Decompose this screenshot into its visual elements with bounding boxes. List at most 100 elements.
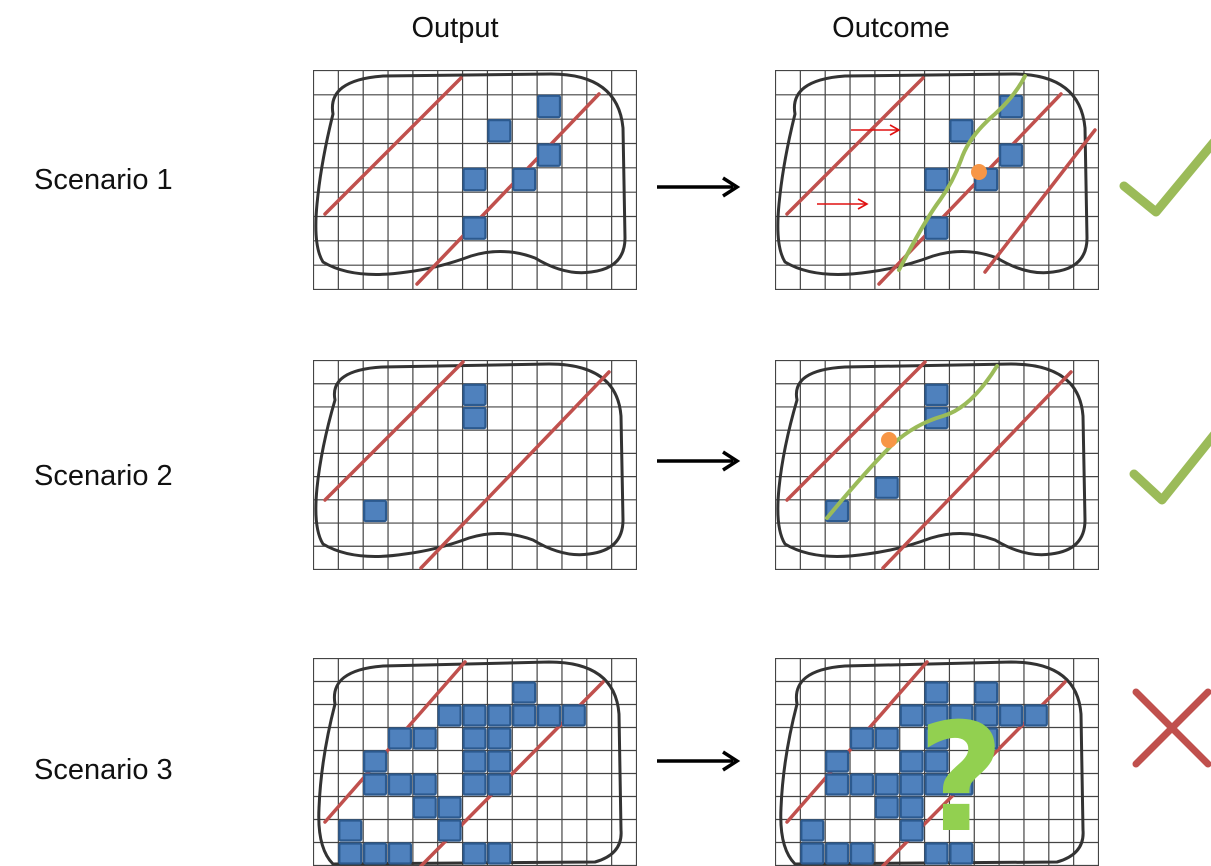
highlighted-cell (825, 842, 850, 865)
scenario-1-label: Scenario 1 (34, 164, 173, 196)
highlighted-cell (800, 819, 825, 842)
grid-lines (775, 70, 1099, 290)
checkmark-icon (1129, 431, 1211, 505)
highlighted-cell (363, 750, 388, 773)
highlighted-cell (487, 727, 512, 750)
highlighted-cell (949, 119, 974, 143)
highlighted-cell (999, 704, 1024, 727)
estimated-point (971, 164, 987, 180)
highlighted-cell (462, 842, 487, 865)
checkmark-icon (1119, 138, 1211, 217)
band-line (983, 128, 1097, 274)
highlighted-cell (924, 216, 949, 240)
region-boundary (314, 72, 627, 276)
highlighted-cell (487, 842, 512, 865)
highlighted-cell (462, 704, 487, 727)
highlighted-cell (800, 842, 825, 865)
output-grid-scenario-2 (313, 360, 637, 570)
band-line (881, 370, 1073, 570)
band-line (419, 370, 611, 570)
highlighted-cell (387, 727, 412, 750)
highlighted-cell (825, 750, 850, 773)
highlighted-cell (561, 704, 586, 727)
shift-arrow-icon (817, 198, 869, 210)
highlighted-cell (487, 119, 512, 143)
estimated-point (881, 432, 897, 448)
highlighted-cell (974, 727, 999, 750)
highlighted-cell (338, 842, 363, 865)
highlighted-cell (849, 773, 874, 796)
band-line (785, 360, 927, 502)
highlighted-cell (899, 704, 924, 727)
highlighted-cell (487, 750, 512, 773)
highlighted-cell (462, 773, 487, 796)
region-boundary (776, 72, 1089, 276)
highlighted-cell (462, 750, 487, 773)
outcome-grid-scenario-2 (775, 360, 1099, 570)
region-boundary (776, 362, 1087, 558)
highlighted-cell (974, 681, 999, 704)
highlighted-cell (487, 773, 512, 796)
highlighted-cell (512, 704, 537, 727)
highlighted-cell (487, 704, 512, 727)
highlighted-cell (924, 704, 949, 727)
output-grid-scenario-3 (313, 658, 637, 866)
highlighted-cell (1023, 704, 1048, 727)
right-arrow-icon (657, 750, 741, 772)
band-line (415, 92, 601, 286)
highlighted-cell (924, 727, 949, 750)
highlighted-cell (537, 704, 562, 727)
band-line (323, 76, 463, 216)
highlighted-cell (462, 406, 487, 430)
highlighted-cell (924, 681, 949, 704)
highlighted-cell (462, 216, 487, 240)
boundary-curve (897, 74, 1027, 272)
shift-arrow-icon (851, 124, 901, 136)
outcome-grid-scenario-3: ? (775, 658, 1099, 866)
highlighted-cell (363, 773, 388, 796)
highlighted-cell (537, 94, 562, 119)
cross-icon (1132, 688, 1211, 768)
right-arrow-icon (657, 176, 741, 198)
highlighted-cell (387, 773, 412, 796)
outcome-grid-scenario-1 (775, 70, 1099, 290)
question-mark-icon: ? (917, 692, 1004, 866)
highlighted-cell (825, 499, 850, 523)
highlighted-cell (387, 842, 412, 865)
highlighted-cell (924, 750, 949, 773)
highlighted-cell (949, 704, 974, 727)
output-grid-scenario-1 (313, 70, 637, 290)
highlighted-cell (874, 773, 899, 796)
highlighted-cell (512, 167, 537, 192)
highlighted-cell (949, 842, 974, 865)
region-boundary (317, 660, 623, 866)
highlighted-cell (999, 143, 1024, 167)
highlighted-cell (899, 750, 924, 773)
highlighted-cell (462, 727, 487, 750)
boundary-curve (825, 364, 999, 520)
highlighted-cell (924, 773, 949, 796)
highlighted-cell (437, 796, 462, 819)
highlighted-cell (874, 476, 899, 499)
highlighted-cell (462, 167, 487, 192)
output-column-header: Output (411, 12, 499, 44)
scenario-2-label: Scenario 2 (34, 460, 173, 492)
highlighted-cell (949, 773, 974, 796)
highlighted-cell (363, 499, 388, 523)
highlighted-cell (874, 727, 899, 750)
outcome-column-header: Outcome (832, 12, 950, 44)
highlighted-cell (512, 681, 537, 704)
highlighted-cell (412, 796, 437, 819)
region-boundary (779, 660, 1085, 866)
band-line (323, 360, 465, 502)
grid-lines (313, 360, 637, 570)
highlighted-cell (412, 773, 437, 796)
highlighted-cell (924, 167, 949, 192)
highlighted-cell (899, 819, 924, 842)
right-arrow-icon (657, 450, 741, 472)
highlighted-cell (412, 727, 437, 750)
highlighted-cell (849, 727, 874, 750)
highlighted-cell (338, 819, 363, 842)
highlighted-cell (462, 383, 487, 407)
